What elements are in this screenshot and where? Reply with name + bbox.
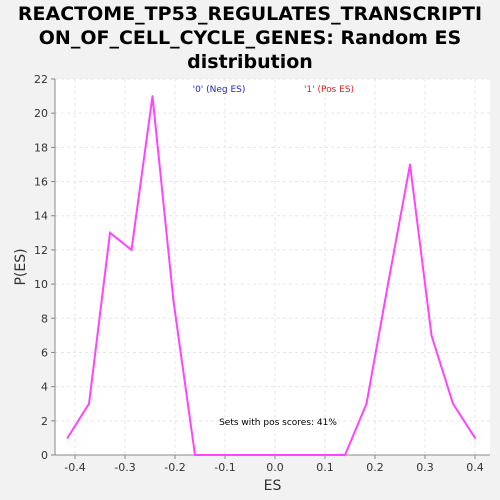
data-point — [321, 454, 324, 456]
series — [66, 95, 476, 456]
y-tick-label: 4 — [41, 381, 48, 394]
data-point — [194, 454, 196, 456]
x-tick-label: 0.3 — [416, 461, 434, 474]
data-point — [300, 454, 302, 456]
y-tick-label: 8 — [41, 312, 48, 325]
x-tick-label: 0.0 — [266, 461, 284, 474]
data-point — [257, 454, 260, 456]
x-axis-label: ES — [264, 478, 282, 494]
data-point — [66, 436, 69, 439]
data-point — [409, 163, 411, 166]
y-tick-label: 6 — [41, 346, 48, 359]
y-tick-label: 18 — [34, 141, 48, 154]
title-line-3: distribution — [187, 51, 313, 73]
legend-entry-1: '1' (Pos ES) — [304, 85, 354, 95]
data-point — [88, 402, 90, 405]
legend-entry-0: '0' (Neg ES) — [193, 85, 246, 95]
x-tick-label: 0.1 — [316, 461, 334, 474]
data-point — [279, 454, 281, 456]
data-point — [236, 454, 239, 456]
y-tick-label: 2 — [41, 415, 48, 428]
x-tick-label: -0.4 — [64, 461, 85, 474]
data-point — [430, 334, 433, 337]
x-tick-label: -0.2 — [164, 461, 185, 474]
series-line-0 — [66, 95, 476, 456]
chart-title: REACTOME_TP53_REGULATES_TRANSCRIPTION_OF… — [18, 3, 482, 73]
y-tick-label: 16 — [34, 176, 48, 189]
data-point — [344, 454, 346, 456]
data-point — [172, 300, 175, 303]
y-tick-label: 22 — [34, 73, 48, 86]
data-point — [151, 95, 154, 98]
title-line-1: REACTOME_TP53_REGULATES_TRANSCRIPTI — [18, 3, 482, 25]
y-axis-ticks: 0 2 4 6 8 10 12 14 16 18 20 22 — [34, 73, 55, 462]
title-line-2: ON_OF_CELL_CYCLE_GENES: Random ES — [39, 27, 461, 49]
annotation-text: Sets with pos scores: 41% — [219, 418, 337, 428]
y-tick-label: 20 — [34, 107, 48, 120]
x-tick-label: -0.3 — [114, 461, 135, 474]
y-tick-label: 10 — [34, 278, 48, 291]
legend: '0' (Neg ES) '1' (Pos ES) — [193, 85, 354, 95]
data-point — [387, 283, 389, 286]
y-tick-label: 12 — [34, 244, 48, 257]
x-tick-label: 0.4 — [466, 461, 484, 474]
y-tick-label: 14 — [34, 210, 48, 223]
y-tick-label: 0 — [41, 449, 48, 462]
plot-area — [55, 79, 490, 455]
data-point — [215, 454, 217, 456]
x-axis-ticks: -0.4 -0.3 -0.2 -0.1 0.0 0.1 0.2 0.3 0.4 — [64, 455, 484, 474]
x-tick-label: -0.1 — [214, 461, 235, 474]
data-point — [365, 402, 368, 405]
y-axis-label: P(ES) — [13, 248, 29, 285]
data-point — [452, 402, 454, 405]
data-point — [109, 231, 111, 234]
x-tick-label: 0.2 — [366, 461, 384, 474]
data-point — [130, 248, 133, 251]
data-point — [474, 436, 476, 439]
